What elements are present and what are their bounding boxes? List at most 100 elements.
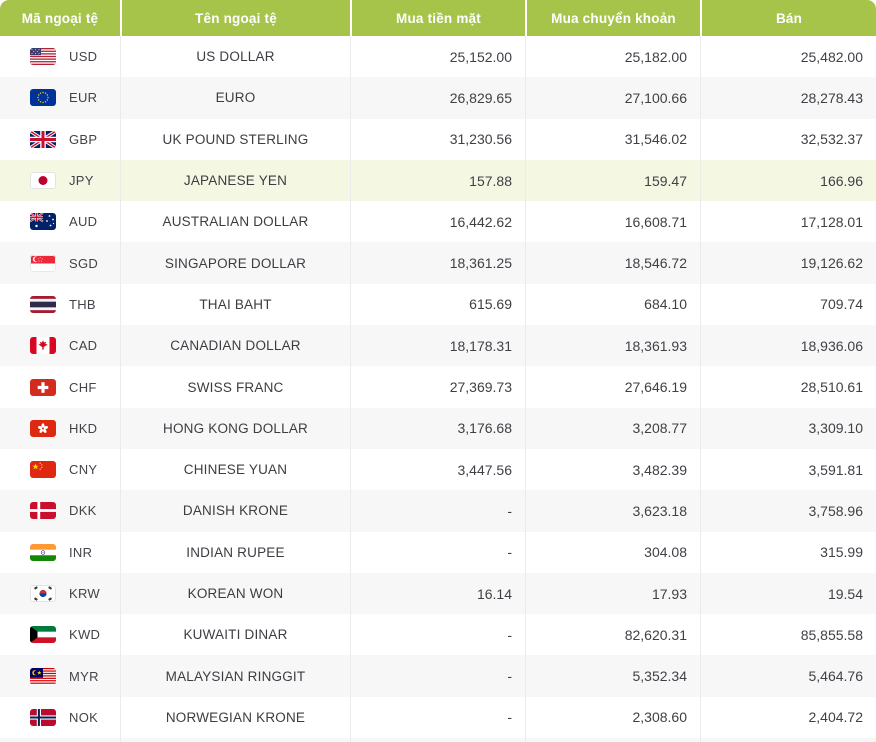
cash-buy-rate: 26,829.65 xyxy=(350,77,525,119)
currency-code: JPY xyxy=(69,173,94,189)
gbp-uk-flag-icon xyxy=(30,130,56,148)
hkd-hongkong-flag-icon xyxy=(30,419,56,437)
transfer-buy-rate: 2,308.60 xyxy=(525,696,700,739)
header-row: Mã ngoại tệ Tên ngoại tệ Mua tiền mặt Mu… xyxy=(0,0,876,36)
currency-name: KUWAITI DINAR xyxy=(120,614,350,656)
currency-name: UK POUND STERLING xyxy=(120,118,350,160)
currency-code: DKK xyxy=(69,503,97,519)
transfer-buy-rate: 27,646.19 xyxy=(525,366,700,408)
sell-rate: 19.54 xyxy=(700,572,876,615)
table-row: CAD CANADIAN DOLLAR 18,178.31 18,361.93 … xyxy=(0,325,876,367)
cash-buy-rate: 157.88 xyxy=(350,159,525,202)
partial-next-row xyxy=(0,738,876,742)
transfer-buy-rate: 18,546.72 xyxy=(525,242,700,284)
table-body: USD US DOLLAR 25,152.00 25,182.00 25,482… xyxy=(0,36,876,742)
currency-code: SGD xyxy=(69,255,99,271)
transfer-buy-rate: 159.47 xyxy=(525,159,700,202)
table-row: SGD SINGAPORE DOLLAR 18,361.25 18,546.72… xyxy=(0,242,876,284)
cash-buy-rate: 16,442.62 xyxy=(350,201,525,243)
transfer-buy-rate: 3,208.77 xyxy=(525,407,700,449)
currency-code-cell: KRW xyxy=(0,572,120,615)
sgd-singapore-flag-icon xyxy=(30,254,56,272)
cash-buy-rate: 27,369.73 xyxy=(350,366,525,408)
cad-canada-flag-icon xyxy=(30,337,56,355)
currency-code-cell: GBP xyxy=(0,118,120,160)
sell-rate: 17,128.01 xyxy=(700,201,876,243)
sell-rate: 18,936.06 xyxy=(700,325,876,367)
currency-name: HONG KONG DOLLAR xyxy=(120,407,350,449)
currency-code-cell: CHF xyxy=(0,366,120,408)
cash-buy-rate: - xyxy=(350,655,525,697)
table-row: NOK NORWEGIAN KRONE - 2,308.60 2,404.72 xyxy=(0,696,876,739)
cash-buy-rate: 25,152.00 xyxy=(350,36,525,78)
transfer-buy-rate: 31,546.02 xyxy=(525,118,700,160)
transfer-buy-rate: 82,620.31 xyxy=(525,614,700,656)
dkk-denmark-flag-icon xyxy=(30,502,56,520)
currency-code-cell: AUD xyxy=(0,201,120,243)
sell-rate: 25,482.00 xyxy=(700,36,876,78)
currency-code: USD xyxy=(69,49,98,65)
currency-code-cell: EUR xyxy=(0,77,120,119)
table-row: THB THAI BAHT 615.69 684.10 709.74 xyxy=(0,283,876,326)
table-row: GBP UK POUND STERLING 31,230.56 31,546.0… xyxy=(0,118,876,160)
currency-code: CAD xyxy=(69,338,98,354)
currency-code-cell: HKD xyxy=(0,407,120,449)
header-currency-code: Mã ngoại tệ xyxy=(0,0,120,36)
currency-name: NORWEGIAN KRONE xyxy=(120,696,350,739)
sell-rate: 28,278.43 xyxy=(700,77,876,119)
chf-switzerland-flag-icon xyxy=(30,378,56,396)
cash-buy-rate: 3,176.68 xyxy=(350,407,525,449)
currency-code-cell: KWD xyxy=(0,614,120,656)
transfer-buy-rate: 27,100.66 xyxy=(525,77,700,119)
currency-name: SINGAPORE DOLLAR xyxy=(120,242,350,284)
cash-buy-rate: 16.14 xyxy=(350,572,525,615)
jpy-japan-flag-icon xyxy=(30,172,56,190)
table-row: KRW KOREAN WON 16.14 17.93 19.54 xyxy=(0,572,876,615)
cny-china-flag-icon xyxy=(30,461,56,479)
thb-thailand-flag-icon xyxy=(30,295,56,313)
myr-malaysia-flag-icon xyxy=(30,667,56,685)
currency-code: KWD xyxy=(69,627,101,643)
usd-us-flag-icon xyxy=(30,48,56,66)
currency-name: US DOLLAR xyxy=(120,36,350,78)
cash-buy-rate: 3,447.56 xyxy=(350,448,525,491)
sell-rate: 32,532.37 xyxy=(700,118,876,160)
table-row: HKD HONG KONG DOLLAR 3,176.68 3,208.77 3… xyxy=(0,407,876,449)
transfer-buy-rate: 3,623.18 xyxy=(525,490,700,532)
currency-code: EUR xyxy=(69,90,98,106)
transfer-buy-rate: 5,352.34 xyxy=(525,655,700,697)
cash-buy-rate: 615.69 xyxy=(350,283,525,326)
transfer-buy-rate: 684.10 xyxy=(525,283,700,326)
currency-code: CNY xyxy=(69,462,98,478)
table-row: MYR MALAYSIAN RINGGIT - 5,352.34 5,464.7… xyxy=(0,655,876,697)
currency-code-cell: CNY xyxy=(0,448,120,491)
cash-buy-rate: 31,230.56 xyxy=(350,118,525,160)
table-row: INR INDIAN RUPEE - 304.08 315.99 xyxy=(0,531,876,573)
currency-code: HKD xyxy=(69,420,98,436)
currency-code-cell: CAD xyxy=(0,325,120,367)
sell-rate: 709.74 xyxy=(700,283,876,326)
sell-rate: 3,309.10 xyxy=(700,407,876,449)
currency-name: EURO xyxy=(120,77,350,119)
cash-buy-rate: - xyxy=(350,490,525,532)
nok-norway-flag-icon xyxy=(30,708,56,726)
cash-buy-rate: 18,178.31 xyxy=(350,325,525,367)
transfer-buy-rate: 18,361.93 xyxy=(525,325,700,367)
table-row: USD US DOLLAR 25,152.00 25,182.00 25,482… xyxy=(0,36,876,78)
table-row: DKK DANISH KRONE - 3,623.18 3,758.96 xyxy=(0,490,876,532)
currency-name: KOREAN WON xyxy=(120,572,350,615)
currency-code: INR xyxy=(69,544,93,560)
currency-code-cell: USD xyxy=(0,36,120,78)
currency-name: AUSTRALIAN DOLLAR xyxy=(120,201,350,243)
currency-code: GBP xyxy=(69,131,98,147)
eur-eu-flag-icon xyxy=(30,89,56,107)
kwd-kuwait-flag-icon xyxy=(30,626,56,644)
cash-buy-rate: 18,361.25 xyxy=(350,242,525,284)
header-cash-buy: Mua tiền mặt xyxy=(350,0,525,36)
currency-code-cell: THB xyxy=(0,283,120,326)
currency-code-cell: DKK xyxy=(0,490,120,532)
krw-korea-flag-icon xyxy=(30,585,56,602)
sell-rate: 5,464.76 xyxy=(700,655,876,697)
